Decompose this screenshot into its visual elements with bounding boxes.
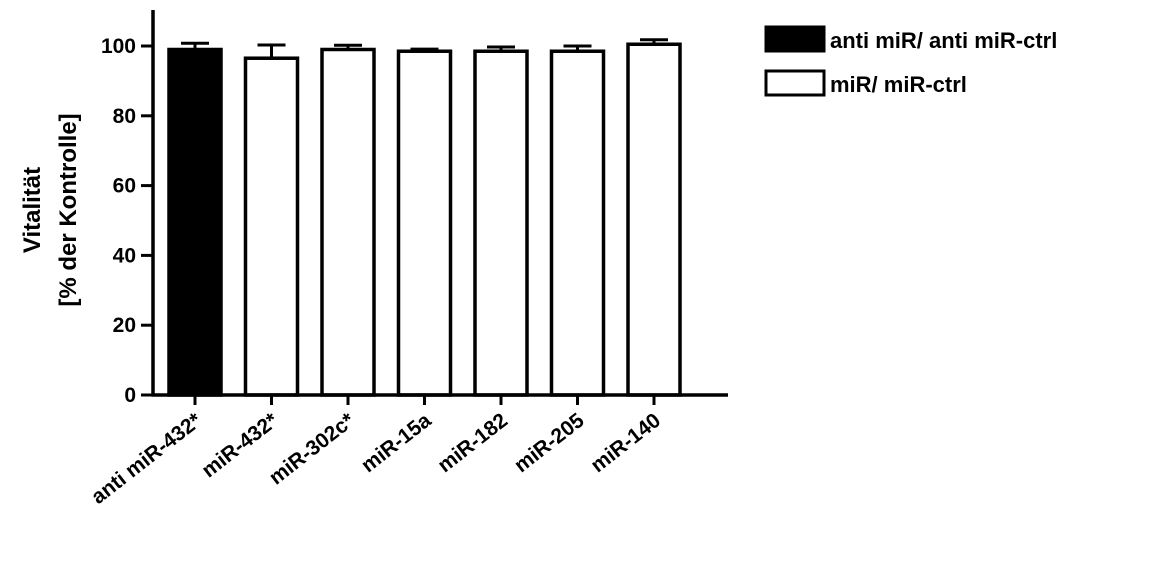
error-bars-layer	[181, 38, 668, 59]
bars-layer	[167, 42, 682, 397]
legend-label: miR/ miR-ctrl	[830, 72, 967, 97]
x-ticks-layer: anti miR-432*miR-432*miR-302c*miR-15amiR…	[87, 395, 665, 509]
y-axis-title-line-2: [% der Kontrolle]	[55, 113, 82, 306]
y-ticks-layer: 0 20 40 60 80 100	[101, 35, 153, 407]
bar-mir-182	[473, 49, 529, 397]
bar-mir-205	[549, 49, 606, 397]
x-tick-label: miR-302c*	[265, 408, 360, 489]
axes-layer	[151, 10, 728, 397]
legend-label: anti miR/ anti miR-ctrl	[830, 28, 1057, 53]
y-tick-label: 20	[113, 314, 136, 337]
y-axis-title: Vitalität [% der Kontrolle]	[19, 113, 82, 306]
legend-swatch	[764, 25, 826, 53]
legend-swatch	[764, 69, 826, 97]
y-tick-label: 80	[113, 105, 136, 128]
x-tick-label: miR-140	[587, 409, 666, 477]
x-tick-label: anti miR-432*	[87, 408, 207, 509]
y-tick-label: 60	[113, 175, 136, 198]
legend: anti miR/ anti miR-ctrl miR/ miR-ctrl	[764, 25, 1057, 97]
y-tick-label: 100	[101, 35, 136, 58]
bar-mir-432	[243, 56, 300, 397]
bar-mir-140	[626, 42, 682, 397]
bar-anti-mir-432	[167, 47, 223, 397]
bar-mir-15a	[396, 49, 453, 397]
x-tick-label: miR-205	[510, 409, 589, 478]
x-tick-label: miR-182	[434, 409, 513, 477]
y-tick-label: 0	[124, 384, 136, 407]
bar-mir-302c	[320, 47, 376, 397]
x-tick-label: miR-15a	[357, 409, 436, 478]
y-tick-label: 40	[113, 244, 136, 267]
y-axis-title-line-1: Vitalität	[19, 167, 46, 253]
